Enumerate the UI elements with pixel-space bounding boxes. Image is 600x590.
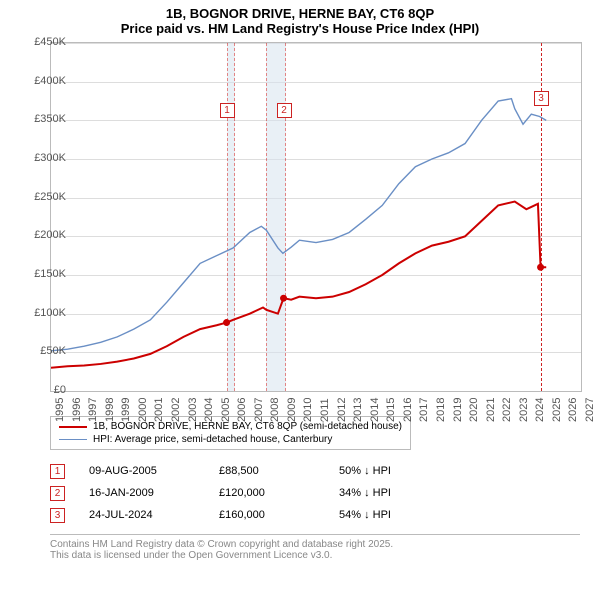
sale-price: £160,000: [219, 509, 339, 521]
x-axis-label: 2022: [501, 398, 513, 422]
legend-label: 1B, BOGNOR DRIVE, HERNE BAY, CT6 8QP (se…: [93, 421, 402, 432]
marker-number-icon: 2: [50, 486, 65, 501]
x-axis-label: 2026: [567, 398, 579, 422]
chart-container: 1B, BOGNOR DRIVE, HERNE BAY, CT6 8QP Pri…: [0, 0, 600, 590]
sale-date: 16-JAN-2009: [89, 487, 219, 499]
chart-title-line2: Price paid vs. HM Land Registry's House …: [0, 21, 600, 36]
legend-row: HPI: Average price, semi-detached house,…: [59, 433, 402, 446]
sale-date: 24-JUL-2024: [89, 509, 219, 521]
attribution: Contains HM Land Registry data © Crown c…: [50, 534, 580, 561]
x-axis-label: 2001: [153, 398, 165, 422]
x-axis-label: 2020: [468, 398, 480, 422]
x-axis-label: 2019: [452, 398, 464, 422]
legend-swatch: [59, 439, 87, 440]
y-axis-label: £150K: [16, 268, 66, 280]
y-axis-label: £350K: [16, 113, 66, 125]
legend-label: HPI: Average price, semi-detached house,…: [93, 434, 332, 445]
sale-price: £120,000: [219, 487, 339, 499]
x-axis-label: 1999: [120, 398, 132, 422]
y-axis-label: £100K: [16, 307, 66, 319]
hpi-delta: 50% ↓ HPI: [339, 465, 439, 477]
x-axis-label: 2023: [518, 398, 530, 422]
x-axis-label: 2012: [336, 398, 348, 422]
attribution-line: Contains HM Land Registry data © Crown c…: [50, 539, 580, 550]
marker-number-icon: 1: [50, 464, 65, 479]
x-axis-label: 2016: [402, 398, 414, 422]
x-axis-label: 2007: [253, 398, 265, 422]
x-axis-label: 2015: [385, 398, 397, 422]
x-axis-label: 2006: [236, 398, 248, 422]
x-axis-label: 1995: [54, 398, 66, 422]
x-axis-label: 2025: [551, 398, 563, 422]
x-axis-label: 2009: [286, 398, 298, 422]
y-axis-label: £300K: [16, 152, 66, 164]
chart-title-line1: 1B, BOGNOR DRIVE, HERNE BAY, CT6 8QP: [0, 0, 600, 21]
y-axis-label: £50K: [16, 345, 66, 357]
x-axis-label: 2021: [485, 398, 497, 422]
x-axis-label: 2011: [319, 398, 331, 422]
table-row: 2 16-JAN-2009 £120,000 34% ↓ HPI: [50, 482, 439, 504]
y-axis-label: £0: [16, 384, 66, 396]
y-axis-label: £250K: [16, 191, 66, 203]
x-axis-label: 2008: [269, 398, 281, 422]
transaction-table: 1 09-AUG-2005 £88,500 50% ↓ HPI 2 16-JAN…: [50, 460, 439, 526]
x-axis-label: 1998: [104, 398, 116, 422]
y-axis-label: £450K: [16, 36, 66, 48]
x-axis-label: 2013: [352, 398, 364, 422]
legend-swatch: [59, 426, 87, 428]
sale-price: £88,500: [219, 465, 339, 477]
hpi-delta: 54% ↓ HPI: [339, 509, 439, 521]
x-axis-label: 2003: [187, 398, 199, 422]
x-axis-label: 2024: [534, 398, 546, 422]
sale-date: 09-AUG-2005: [89, 465, 219, 477]
x-axis-label: 2010: [302, 398, 314, 422]
table-row: 1 09-AUG-2005 £88,500 50% ↓ HPI: [50, 460, 439, 482]
x-axis-label: 1996: [71, 398, 83, 422]
x-axis-label: 1997: [87, 398, 99, 422]
x-axis-label: 2005: [220, 398, 232, 422]
attribution-line: This data is licensed under the Open Gov…: [50, 550, 580, 561]
marker-number-icon: 3: [50, 508, 65, 523]
table-row: 3 24-JUL-2024 £160,000 54% ↓ HPI: [50, 504, 439, 526]
hpi-delta: 34% ↓ HPI: [339, 487, 439, 499]
x-axis-label: 2004: [203, 398, 215, 422]
x-axis-label: 2017: [418, 398, 430, 422]
y-axis-label: £200K: [16, 229, 66, 241]
x-axis-label: 2000: [137, 398, 149, 422]
chart-plot-area: 123: [50, 42, 582, 392]
x-axis-label: 2002: [170, 398, 182, 422]
x-axis-label: 2014: [369, 398, 381, 422]
x-axis-label: 2018: [435, 398, 447, 422]
y-axis-label: £400K: [16, 75, 66, 87]
x-axis-label: 2027: [584, 398, 596, 422]
